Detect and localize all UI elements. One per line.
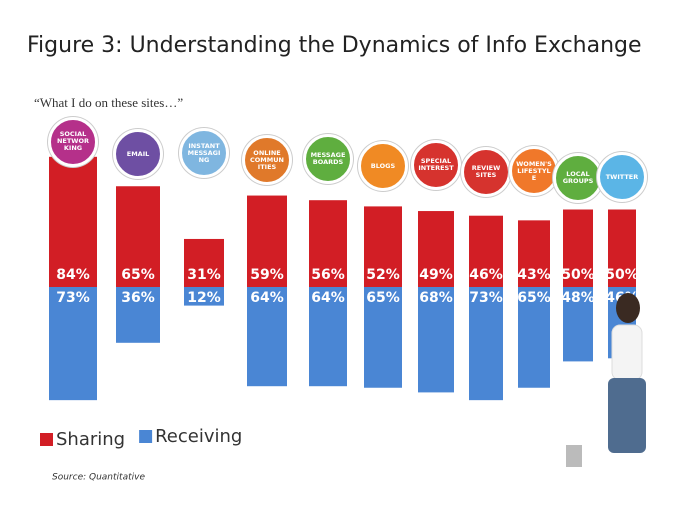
- category-icon: REVIEW SITES: [461, 147, 511, 197]
- value-label: 49%: [419, 267, 453, 283]
- value-label: 50%: [561, 267, 595, 283]
- receiving-bar: [469, 287, 503, 401]
- sharing-bar: [518, 220, 550, 287]
- value-label: 64%: [250, 290, 284, 306]
- category-icon: INSTANT MESSAGING: [179, 128, 229, 178]
- sharing-bar: [563, 209, 593, 287]
- sharing-bar: [247, 195, 287, 287]
- value-label: 31%: [187, 267, 221, 283]
- value-label: 65%: [517, 290, 551, 306]
- receiving-bar: [518, 287, 550, 388]
- value-label: 56%: [311, 267, 345, 283]
- category-icon: SOCIAL NETWORKING: [48, 116, 98, 167]
- value-label: 36%: [121, 290, 155, 306]
- sharing-bar: [49, 156, 97, 287]
- decoration: [566, 445, 582, 467]
- value-label: 68%: [419, 290, 453, 306]
- sharing-bar: [418, 211, 454, 287]
- value-label: 64%: [311, 290, 345, 306]
- receiving-bar: [184, 287, 224, 306]
- value-label: 48%: [561, 290, 595, 306]
- sharing-bar: [184, 238, 224, 287]
- chart-title: Figure 3: Understanding the Dynamics of …: [27, 33, 642, 58]
- value-label: 52%: [366, 267, 400, 283]
- value-label: 46%: [469, 267, 503, 283]
- category-icon: TWITTER: [597, 152, 647, 202]
- value-label: 73%: [56, 290, 90, 306]
- value-label: 65%: [121, 267, 155, 283]
- sharing-bar: [608, 209, 636, 287]
- receiving-bar: [563, 287, 593, 362]
- legend-swatch: [40, 433, 53, 446]
- decoration: [616, 293, 640, 323]
- decoration: [611, 324, 643, 381]
- value-label: 12%: [187, 290, 221, 306]
- category-icon: BLOGS: [358, 141, 408, 191]
- category-icon: SPECIAL INTEREST: [411, 140, 461, 190]
- receiving-bar: [418, 287, 454, 393]
- legend-label: Sharing: [56, 429, 125, 450]
- subtitle: “What I do on these sites…”: [34, 95, 183, 110]
- receiving-bar: [247, 287, 287, 387]
- sharing-bar: [116, 186, 160, 287]
- category-icon: EMAIL: [113, 129, 163, 179]
- value-label: 59%: [250, 267, 284, 283]
- receiving-bar: [116, 287, 160, 343]
- value-label: 65%: [366, 290, 400, 306]
- sharing-bar: [309, 200, 347, 287]
- value-label: 43%: [517, 267, 551, 283]
- decoration: [608, 378, 646, 453]
- value-label: 84%: [56, 267, 90, 283]
- sharing-bar: [364, 206, 402, 287]
- category-icon: ONLINE COMMUNITIES: [242, 135, 292, 185]
- receiving-bar: [309, 287, 347, 387]
- source: Source: Quantitative: [52, 473, 145, 483]
- value-label: 73%: [469, 290, 503, 306]
- value-label: 50%: [605, 267, 639, 283]
- receiving-bar: [364, 287, 402, 388]
- legend-label: Receiving: [155, 426, 242, 447]
- sharing-bar: [469, 215, 503, 287]
- legend-swatch: [139, 430, 153, 443]
- category-icon: LOCAL GROUPS: [553, 153, 603, 203]
- category-icon: MESSAGE BOARDS: [303, 134, 353, 184]
- receiving-bar: [49, 287, 97, 401]
- category-icon: WOMEN'S LIFESTYLE: [509, 146, 559, 196]
